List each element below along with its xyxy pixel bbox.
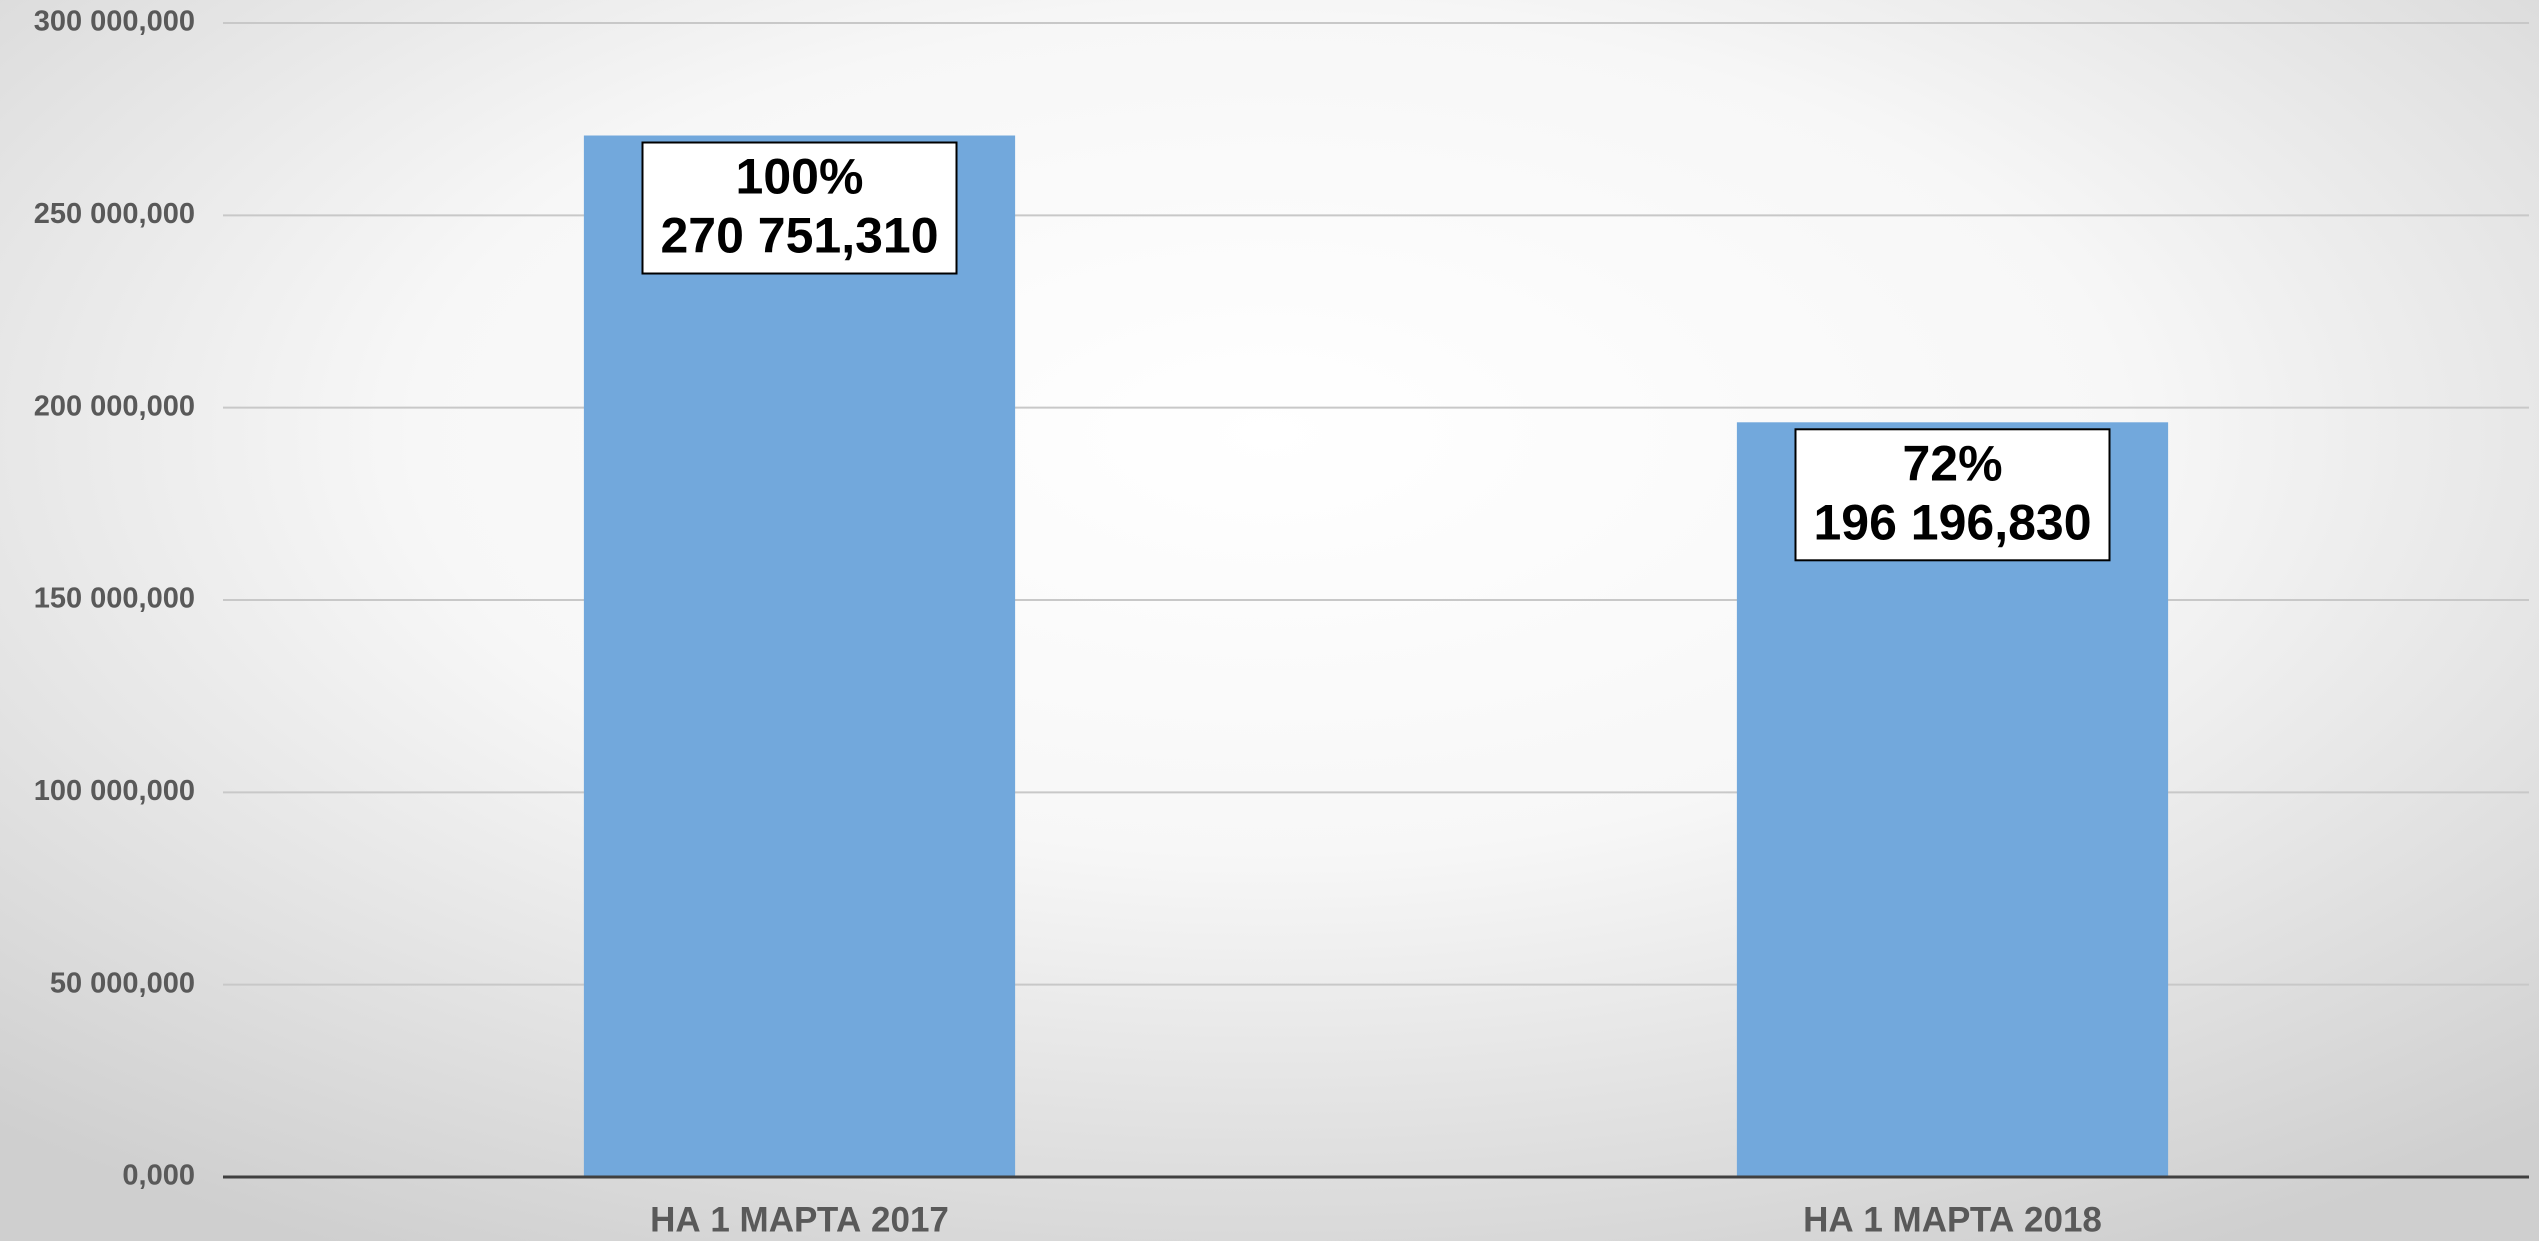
data-label-share: 72% — [1902, 435, 2002, 491]
x-tick-label: НА 1 МАРТА 2017 — [650, 1200, 949, 1239]
y-tick-label: 300 000,000 — [34, 6, 195, 38]
y-tick-label: 150 000,000 — [34, 583, 195, 615]
x-tick-label: НА 1 МАРТА 2018 — [1803, 1200, 2102, 1239]
data-label-box — [1794, 428, 2111, 562]
y-tick-label: 250 000,000 — [34, 198, 195, 230]
data-label-box — [641, 141, 958, 275]
data-label-share: 100% — [736, 149, 864, 205]
bar — [583, 135, 1016, 1177]
y-tick-label: 50 000,000 — [50, 967, 195, 999]
y-tick-label: 0,000 — [122, 1160, 195, 1192]
y-tick-label: 100 000,000 — [34, 775, 195, 807]
y-tick-label: 200 000,000 — [34, 390, 195, 422]
data-label: 196 196,830 — [1813, 494, 2091, 550]
data-label: 270 751,310 — [660, 208, 938, 264]
